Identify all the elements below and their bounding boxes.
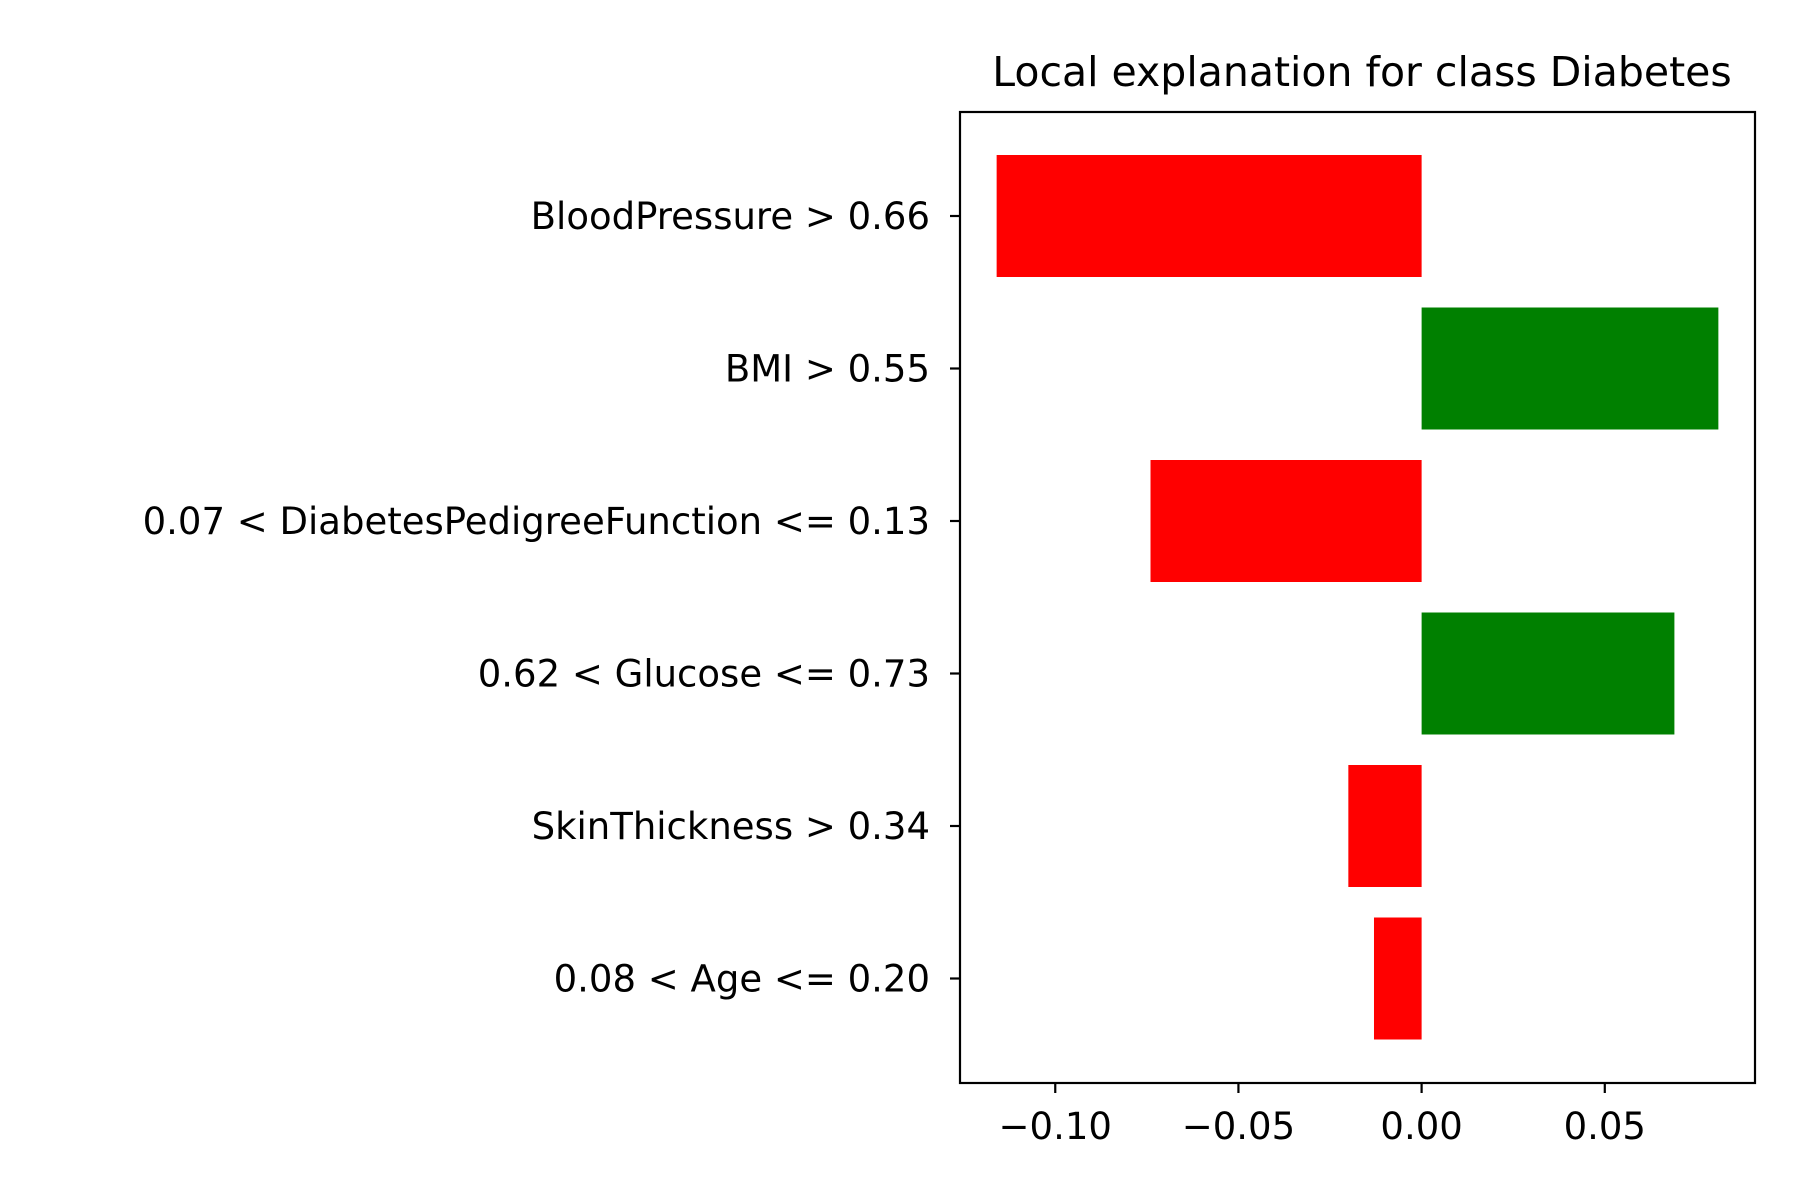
- chart-title: Local explanation for class Diabetes: [992, 48, 1732, 96]
- x-tick-label: 0.05: [1564, 1105, 1646, 1148]
- y-tick-label: BMI > 0.55: [725, 348, 930, 391]
- y-tick-label: SkinThickness > 0.34: [532, 805, 930, 848]
- y-tick-label: 0.62 < Glucose <= 0.73: [478, 653, 930, 696]
- y-tick-label: BloodPressure > 0.66: [531, 195, 930, 238]
- bar-5: [1373, 917, 1422, 1040]
- bar-3: [1421, 612, 1675, 735]
- x-tick-label: −0.05: [1182, 1105, 1295, 1148]
- y-ticks-group: BloodPressure > 0.66 BMI > 0.55 0.07 < Dia…: [143, 195, 960, 1001]
- x-tick-label: −0.10: [999, 1105, 1112, 1148]
- plot-frame: [958, 110, 1757, 1085]
- x-ticks-group: −0.10 −0.05 0.00 0.05: [999, 1083, 1646, 1148]
- y-tick-label: 0.08 < Age <= 0.20: [554, 958, 930, 1001]
- bar-1: [1421, 307, 1719, 430]
- x-tick-label: 0.00: [1380, 1105, 1462, 1148]
- bar-2: [1150, 460, 1422, 582]
- bars-group: [996, 155, 1719, 1040]
- bar-0: [996, 155, 1422, 277]
- y-tick-label: 0.07 < DiabetesPedigreeFunction <= 0.13: [143, 500, 930, 543]
- bar-4: [1348, 765, 1422, 887]
